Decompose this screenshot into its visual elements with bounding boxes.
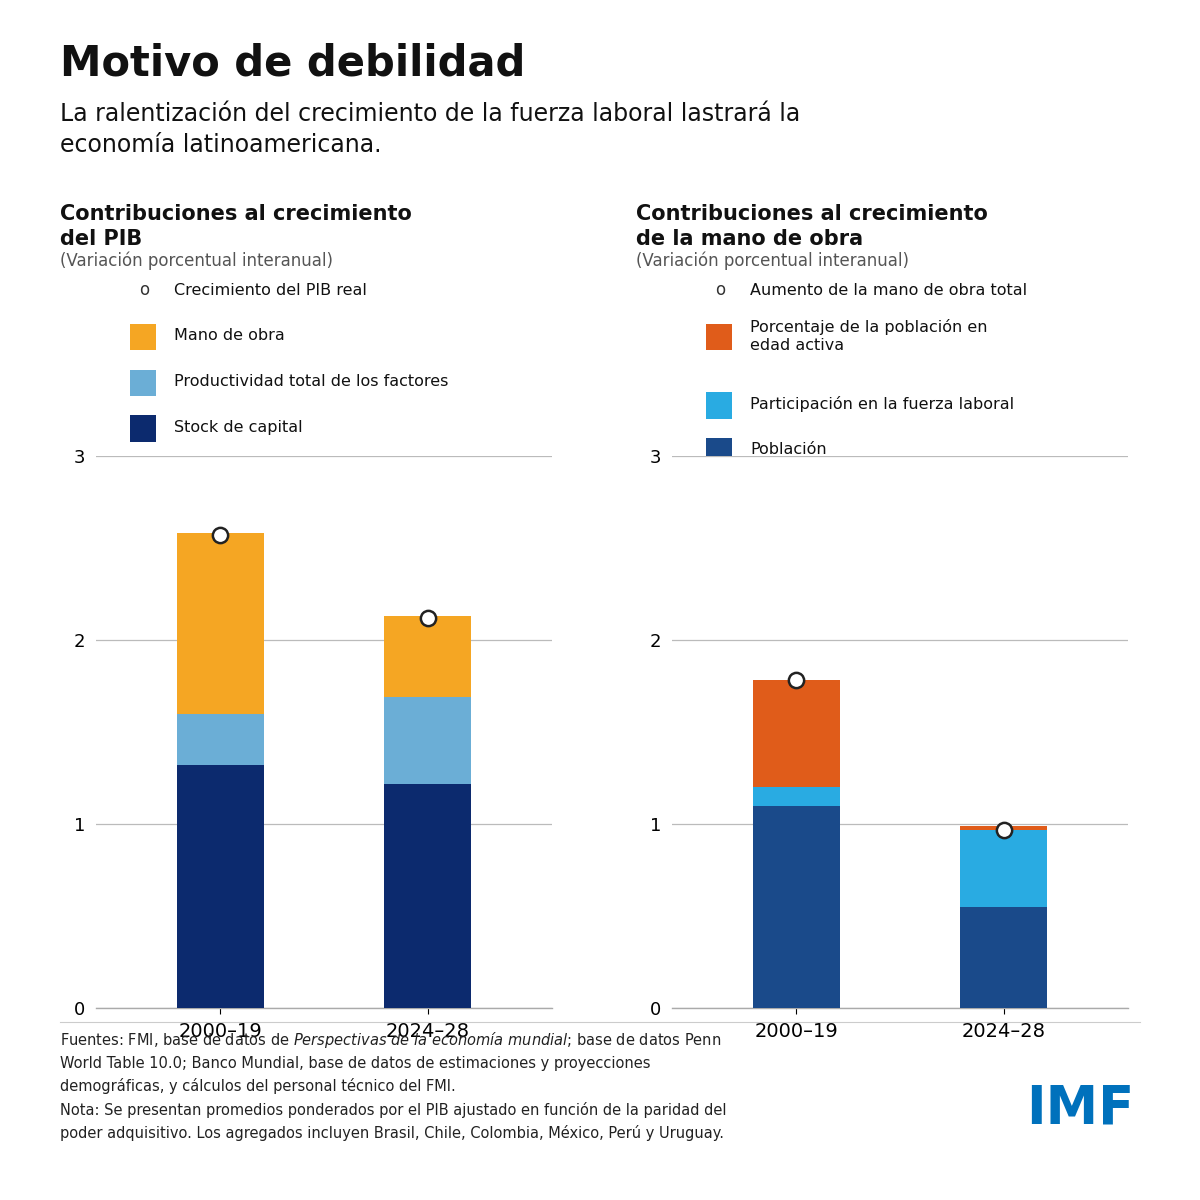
Text: Crecimiento del PIB real: Crecimiento del PIB real — [174, 283, 367, 298]
Text: o: o — [715, 281, 725, 299]
Text: (Variación porcentual interanual): (Variación porcentual interanual) — [636, 252, 910, 270]
Bar — [752, 805, 840, 1008]
Text: Mano de obra: Mano de obra — [174, 329, 284, 343]
Bar — [960, 829, 1048, 907]
Text: Stock de capital: Stock de capital — [174, 420, 302, 434]
Text: o: o — [139, 281, 149, 299]
Text: Aumento de la mano de obra total: Aumento de la mano de obra total — [750, 283, 1027, 298]
Text: La ralentización del crecimiento de la fuerza laboral lastrará la
economía latin: La ralentización del crecimiento de la f… — [60, 102, 800, 157]
Bar — [176, 533, 264, 714]
Text: Población: Población — [750, 443, 827, 457]
Text: Contribuciones al crecimiento
del PIB: Contribuciones al crecimiento del PIB — [60, 204, 412, 248]
Text: Contribuciones al crecimiento
de la mano de obra: Contribuciones al crecimiento de la mano… — [636, 204, 988, 248]
Bar — [384, 616, 472, 697]
Text: Fuentes: FMI, base de datos de $\it{Perspectivas\ de\ la\ economía\ mundial}$; b: Fuentes: FMI, base de datos de $\it{Pers… — [60, 1030, 726, 1141]
Bar — [176, 766, 264, 1008]
Bar — [384, 784, 472, 1008]
Text: (Variación porcentual interanual): (Variación porcentual interanual) — [60, 252, 334, 270]
Bar — [752, 787, 840, 805]
Text: Porcentaje de la población en
edad activa: Porcentaje de la población en edad activ… — [750, 319, 988, 353]
Bar — [752, 680, 840, 787]
Text: Participación en la fuerza laboral: Participación en la fuerza laboral — [750, 396, 1014, 413]
Text: Motivo de debilidad: Motivo de debilidad — [60, 42, 526, 84]
Bar — [176, 714, 264, 766]
Text: IMF: IMF — [1026, 1082, 1134, 1134]
Bar — [960, 907, 1048, 1008]
Bar — [960, 826, 1048, 829]
Bar — [384, 697, 472, 784]
Text: Productividad total de los factores: Productividad total de los factores — [174, 374, 449, 389]
